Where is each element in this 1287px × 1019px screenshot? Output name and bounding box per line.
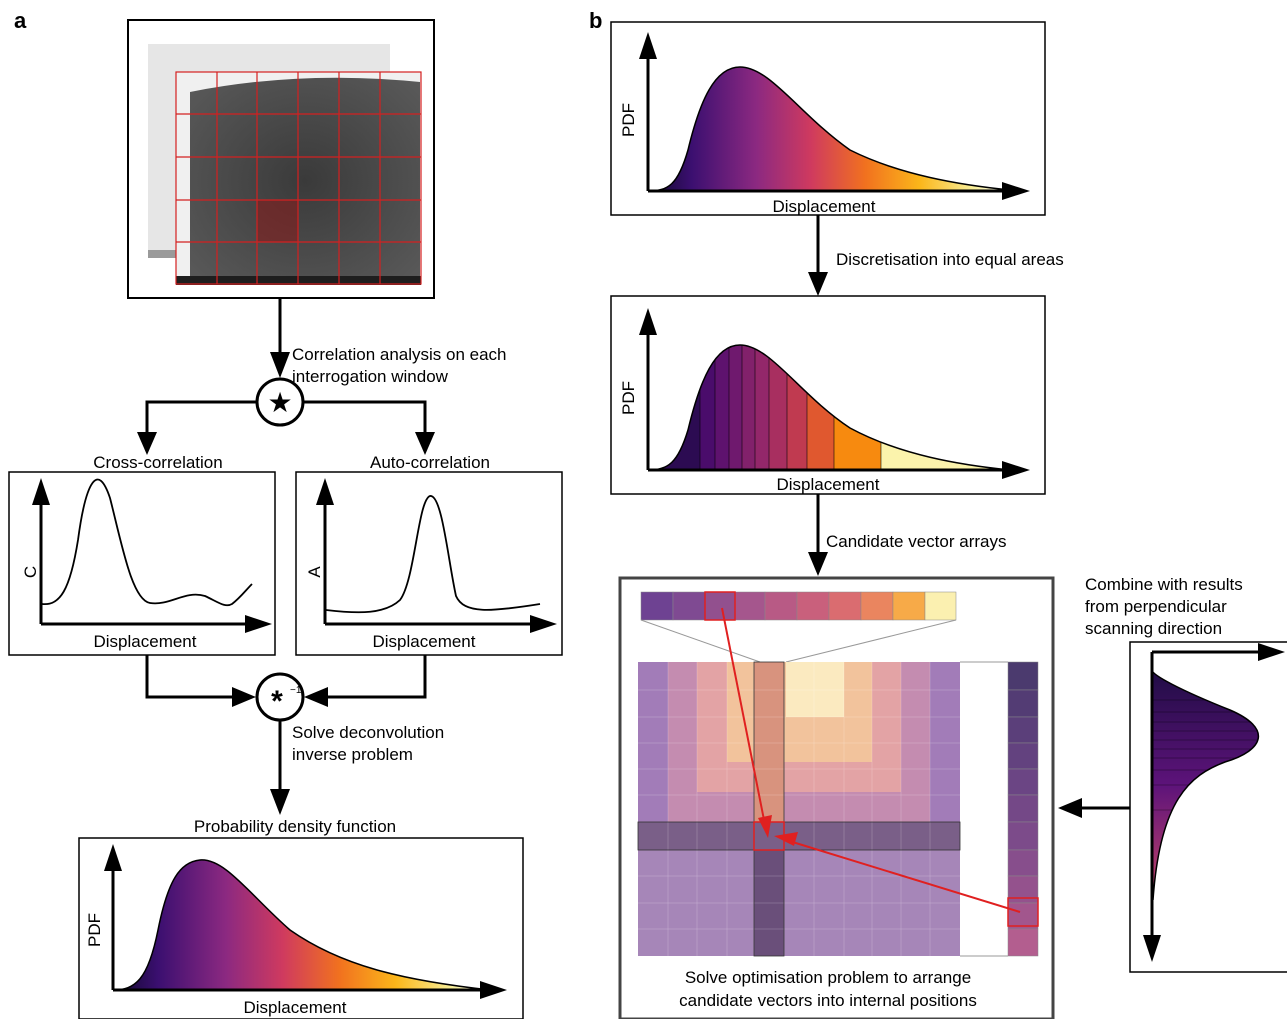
flow-arrow-b2 (808, 494, 828, 576)
candidate-vector-column (1007, 661, 1039, 957)
cross-ylabel: C (21, 566, 40, 578)
pdf-plot-b2: PDF Displacement (610, 295, 1046, 495)
pdf-plot-b1: PDF Displacement (610, 21, 1046, 216)
combine-note-line2: from perpendicular (1085, 597, 1227, 616)
pdf-b2-xlabel: Displacement (777, 475, 880, 494)
deconvolution-step-line1: Solve deconvolution (292, 723, 444, 742)
deconvolution-operator: * −1 (255, 672, 305, 722)
displacement-field-grid (637, 661, 961, 957)
pdf-a-xlabel: Displacement (244, 998, 347, 1017)
flow-arrow-a2 (270, 720, 290, 815)
candidate-step: Candidate vector arrays (826, 532, 1006, 551)
correlation-step-line2: interrogation window (292, 367, 449, 386)
deconv-symbol: * (271, 685, 283, 718)
interrogation-grid (175, 71, 422, 285)
panel-b-label: b (589, 8, 602, 33)
auto-correlation-plot: A Displacement (295, 471, 563, 656)
perpendicular-pdf-plot (1129, 641, 1287, 973)
correlation-step-line1: Correlation analysis on each (292, 345, 507, 364)
combine-arrow (1058, 798, 1130, 818)
optimisation-box: Solve optimisation problem to arrange ca… (618, 576, 1055, 1019)
star-symbol: ★ (267, 387, 292, 418)
deconv-exponent: −1 (290, 685, 302, 696)
pdf-b1-xlabel: Displacement (773, 197, 876, 216)
cross-correlation-plot: C Displacement (8, 471, 276, 656)
ct-scan-image (127, 19, 435, 299)
combine-note-line3: scanning direction (1085, 619, 1222, 638)
flow-arrow-b1 (808, 215, 828, 296)
pdf-b2-ylabel: PDF (619, 381, 638, 415)
merge-arrows (145, 655, 427, 699)
optimisation-line1: Solve optimisation problem to arrange (685, 968, 971, 987)
auto-correlation-title: Auto-correlation (370, 453, 490, 472)
combine-note-line1: Combine with results (1085, 575, 1243, 594)
auto-xlabel: Displacement (373, 632, 476, 651)
pdf-b1-ylabel: PDF (619, 103, 638, 137)
assignment-arrows (721, 607, 1021, 913)
cross-correlation-title: Cross-correlation (93, 453, 222, 472)
discretisation-step: Discretisation into equal areas (836, 250, 1064, 269)
deconvolution-step-line2: inverse problem (292, 745, 413, 764)
branch-arrows (145, 400, 427, 440)
flow-arrow-a1 (270, 298, 290, 378)
pdf-a-ylabel: PDF (85, 913, 104, 947)
candidate-vector-row (640, 591, 957, 621)
cross-xlabel: Displacement (94, 632, 197, 651)
auto-ylabel: A (305, 566, 324, 578)
pdf-title: Probability density function (194, 817, 396, 836)
pdf-plot-a: PDF Displacement (78, 837, 524, 1019)
panel-a-label: a (14, 8, 27, 33)
optimisation-line2: candidate vectors into internal position… (679, 991, 977, 1010)
